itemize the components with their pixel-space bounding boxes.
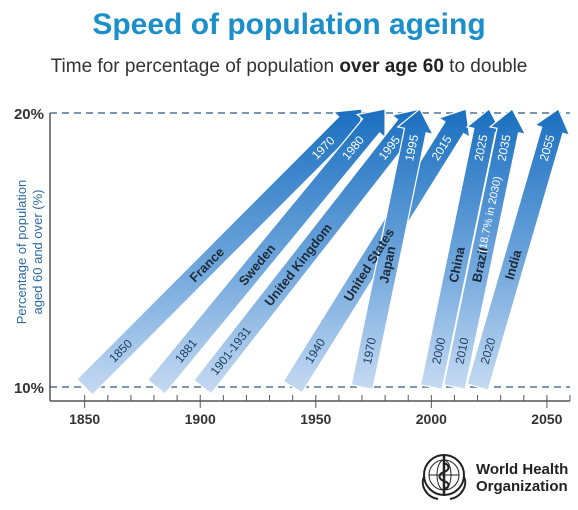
chart-title: Speed of population ageing [92,8,486,41]
y-tick-label: 20% [14,106,44,123]
x-tick-label: 1850 [69,411,100,427]
end-year-label: 2035 [495,133,514,162]
x-tick-label: 2050 [531,411,562,427]
x-axis: 1850 1900 1950 2000 2050 [50,395,571,427]
y-axis-label-line2: aged 60 and over (%) [30,189,45,314]
y-axis-label-line1: Percentage of population [14,180,29,325]
y-tick-label: 10% [14,380,44,397]
x-tick-label: 2000 [416,411,447,427]
arrow-sweden [146,108,386,395]
y-axis: 10% 20% [14,106,51,401]
name-label: Japan [376,245,398,285]
chart-subtitle: Time for percentage of population over a… [50,56,528,77]
arrow-japan [350,108,435,390]
arrow-india [466,108,571,391]
start-year-label: 1970 [360,336,379,365]
start-year-label: 2010 [452,336,471,365]
end-year-label: 1995 [402,133,421,162]
who-emblem-icon [421,454,467,500]
arrows-layer [76,108,571,396]
name-label: China [446,245,468,284]
start-year-label: 2000 [429,336,448,365]
x-tick-label: 1950 [300,411,331,427]
arrow-united-states [282,108,471,394]
who-logo-text: World Health Organization [476,461,569,495]
name-label: Brazil [469,246,491,284]
end-year-label: 2025 [471,133,490,162]
arrow-brazil [442,108,527,390]
x-tick-label: 1900 [185,411,216,427]
